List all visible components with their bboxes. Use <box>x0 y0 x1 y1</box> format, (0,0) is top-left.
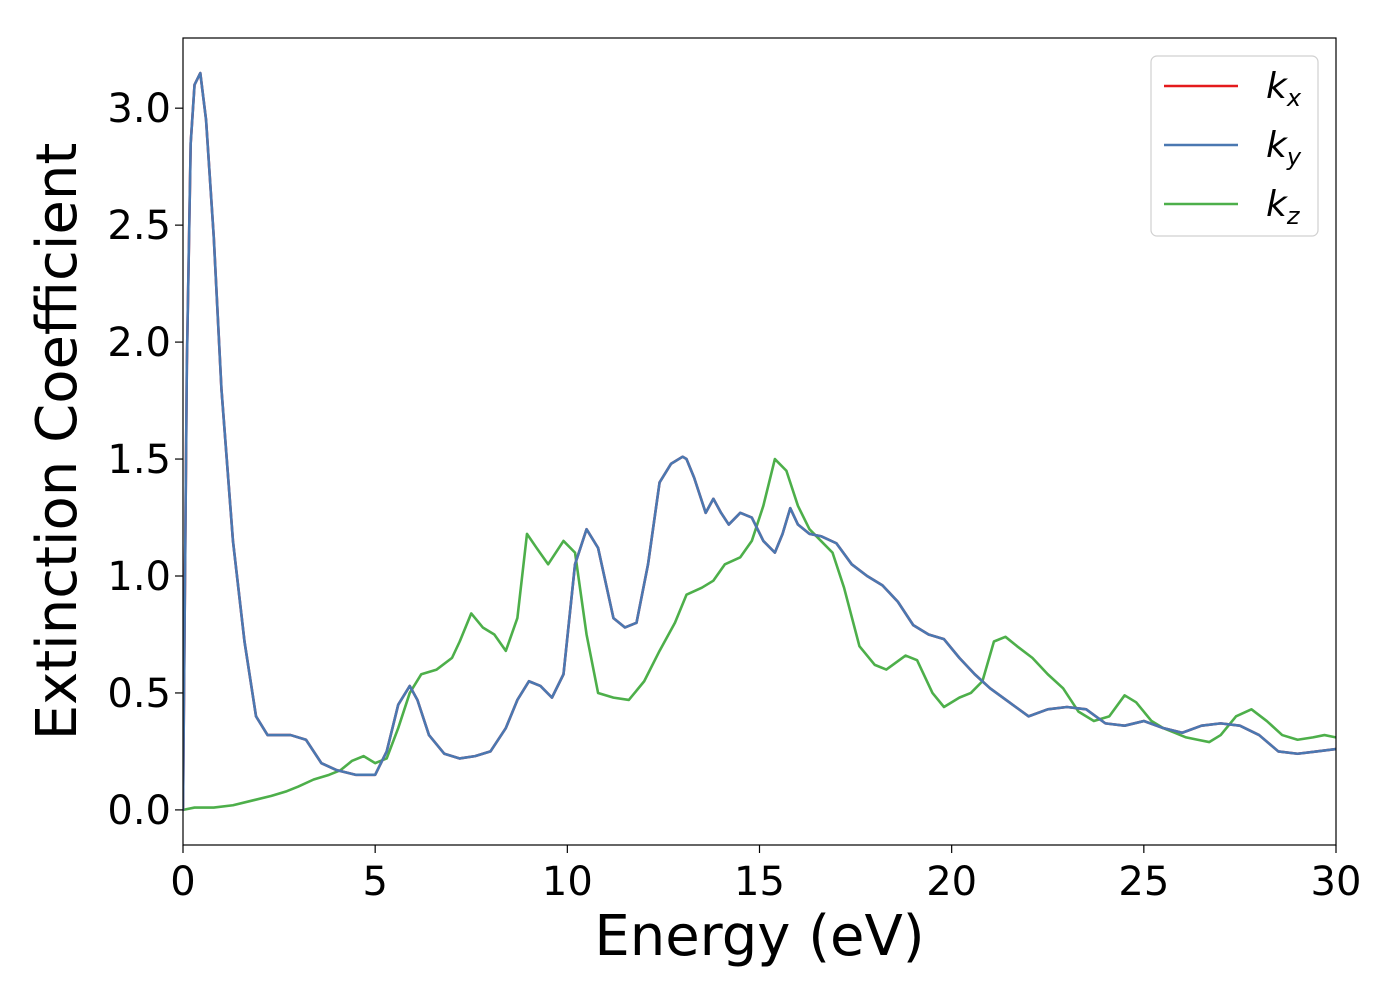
x-axis-label: Energy (eV) <box>594 904 924 969</box>
series-layer <box>183 71 1336 812</box>
legend-label-subscript: y <box>1286 143 1302 171</box>
y-tick-label: 1.5 <box>107 437 171 483</box>
legend-label-kx: kx <box>1266 66 1302 112</box>
legend-label-main: k <box>1266 125 1289 166</box>
y-tick-label: 1.0 <box>107 554 171 600</box>
x-tick-label: 25 <box>1118 859 1169 905</box>
x-tick-label: 20 <box>926 859 977 905</box>
x-tick-label: 5 <box>362 859 387 905</box>
x-tick-label: 0 <box>170 859 195 905</box>
legend-label-subscript: z <box>1286 202 1301 230</box>
y-tick-label: 2.5 <box>107 203 171 249</box>
y-tick-label: 3.0 <box>107 86 171 132</box>
legend-label-subscript: x <box>1286 84 1302 112</box>
y-tick-label: 2.0 <box>107 320 171 366</box>
y-tick-label: 0.0 <box>107 788 171 834</box>
legend-label-ky: ky <box>1266 125 1302 171</box>
x-tick-label: 15 <box>734 859 785 905</box>
series-line-ky <box>183 71 1336 812</box>
y-tick-label: 0.5 <box>107 671 171 717</box>
x-axis-ticks: 0 5 10 15 20 25 30 <box>170 845 1361 905</box>
y-axis-label: Extinction Coefficient <box>25 143 90 741</box>
x-tick-label: 30 <box>1311 859 1362 905</box>
y-axis-ticks: 0.0 0.5 1.0 1.5 2.0 2.5 3.0 <box>107 86 183 834</box>
legend-label-main: k <box>1266 66 1289 107</box>
legend-label-main: k <box>1266 184 1289 225</box>
x-tick-label: 10 <box>542 859 593 905</box>
legend-label-kz: kz <box>1266 184 1301 230</box>
series-line-kz <box>183 457 1336 812</box>
